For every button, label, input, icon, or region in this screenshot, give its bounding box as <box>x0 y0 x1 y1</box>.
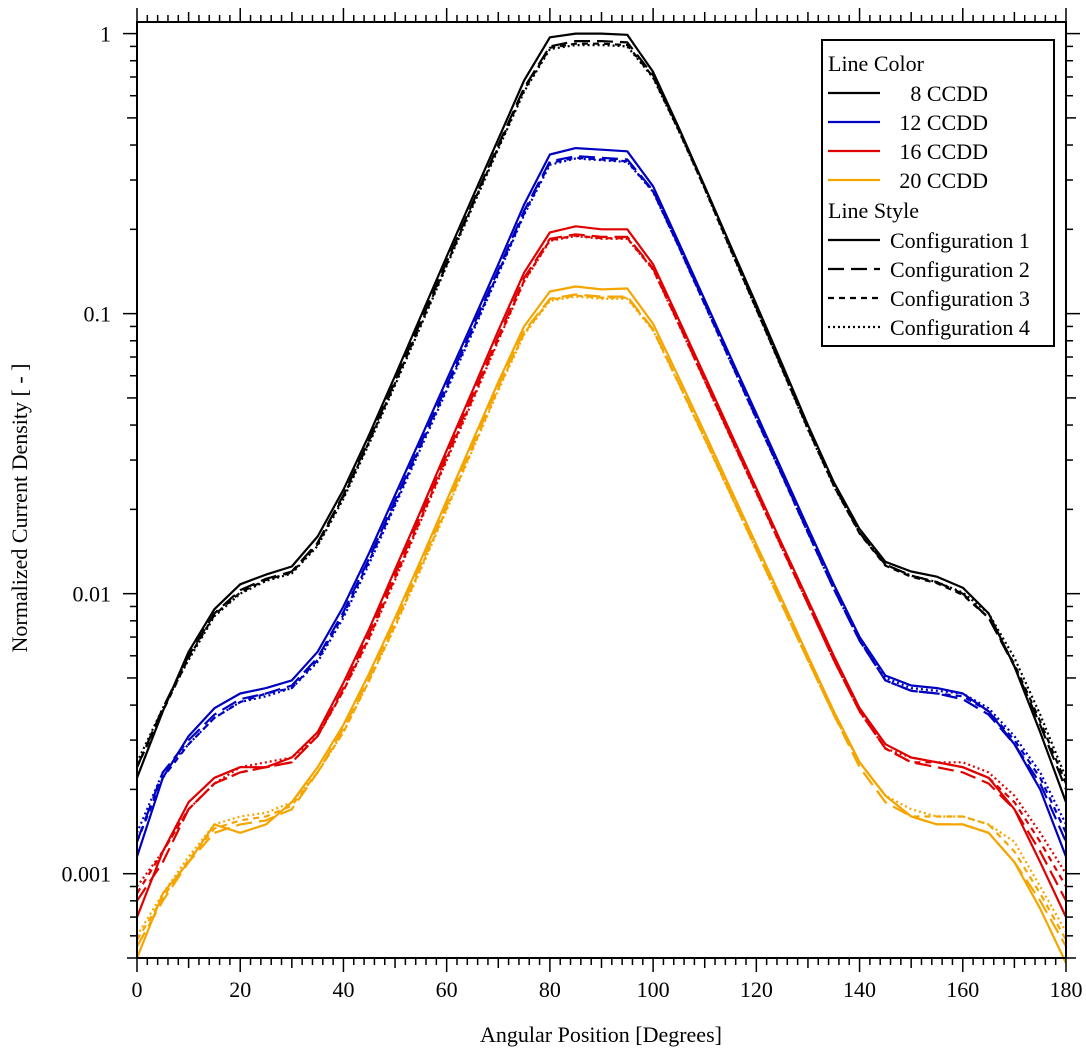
series-line-10 <box>136 233 1067 902</box>
series-layer <box>135 32 1068 964</box>
series-line-13 <box>135 285 1067 964</box>
y-tick-label: 0.01 <box>73 582 112 607</box>
legend-color-title: Line Color <box>828 51 925 76</box>
series-line-9 <box>135 225 1067 918</box>
y-tick-label: 0.1 <box>84 302 112 327</box>
x-tick-label: 160 <box>946 977 979 1002</box>
legend-entries: 8 CCDD 12 CCDD 16 CCDD 20 CCDD Configuration… <box>828 81 1030 340</box>
series-line-16 <box>136 295 1067 937</box>
x-tick-label: 60 <box>436 977 458 1002</box>
x-tick-label: 120 <box>740 977 773 1002</box>
series-line-15 <box>136 294 1067 941</box>
y-axis-title: Normalized Current Density [ - ] <box>7 364 32 653</box>
x-tick-label: 140 <box>843 977 876 1002</box>
series-line-2 <box>135 40 1068 790</box>
legend: Line Color Line Style 8 CCDD 12 CCDD 16 CC… <box>821 39 1055 347</box>
legend-color-label: 20 CCDD <box>899 168 988 193</box>
legend-style-label: Configuration 3 <box>890 286 1030 311</box>
axes-layer: 0 20 40 60 80 100 120 140 160 180 0.001 0.01 0.1 1 <box>62 8 1083 1002</box>
legend-box <box>821 39 1055 347</box>
x-tick-label: 100 <box>637 977 670 1002</box>
legend-color-label: 12 CCDD <box>899 110 988 135</box>
x-axis-title: Angular Position [Degrees] <box>480 1022 722 1047</box>
x-tick-label: 80 <box>539 977 561 1002</box>
series-line-6 <box>135 155 1068 843</box>
y-tick-label: 0.001 <box>62 862 112 887</box>
legend-color-label: 16 CCDD <box>899 139 988 164</box>
series-line-5 <box>135 147 1068 858</box>
x-tick-label: 0 <box>132 977 143 1002</box>
legend-style-label: Configuration 1 <box>890 228 1030 253</box>
legend-style-label: Configuration 2 <box>890 257 1030 282</box>
series-line-7 <box>135 156 1067 843</box>
series-line-12 <box>136 235 1067 888</box>
legend-style-label: Configuration 4 <box>890 315 1030 340</box>
series-line-8 <box>135 157 1067 834</box>
series-line-1 <box>135 32 1068 803</box>
x-tick-label: 20 <box>229 977 251 1002</box>
legend-style-title: Line Style <box>828 198 919 223</box>
y-tick-label: 1 <box>100 22 111 47</box>
series-line-4 <box>136 44 1068 779</box>
x-tick-label: 40 <box>332 977 354 1002</box>
x-tick-label: 180 <box>1050 977 1083 1002</box>
legend-color-label: 8 CCDD <box>910 81 988 106</box>
series-line-14 <box>136 293 1067 947</box>
